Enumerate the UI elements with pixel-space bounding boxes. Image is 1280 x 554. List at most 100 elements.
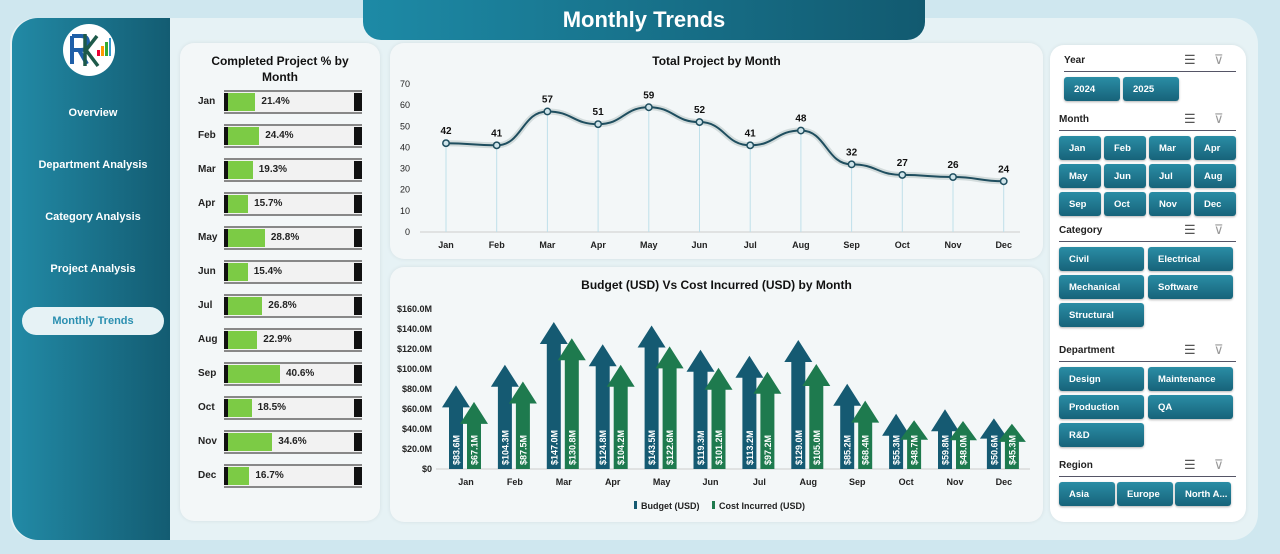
slicer-button[interactable]: Oct	[1104, 192, 1146, 216]
budget-arrow-bar	[686, 349, 715, 469]
budget-cost-panel: Budget (USD) Vs Cost Incurred (USD) by M…	[390, 267, 1043, 522]
slicer-button[interactable]: Feb	[1104, 136, 1146, 160]
y-tick-label: $40.0M	[402, 424, 432, 434]
clear-filter-icon[interactable]: ⊽	[1214, 52, 1224, 67]
slicer-button[interactable]: Sep	[1059, 192, 1101, 216]
slicer-button[interactable]: Maintenance	[1148, 367, 1233, 391]
data-label: 41	[491, 128, 503, 139]
slicer-button[interactable]: Production	[1059, 395, 1144, 419]
data-label: $67.1M	[470, 435, 480, 465]
slicer-button[interactable]: May	[1059, 164, 1101, 188]
progress-track: 24.4%	[224, 124, 362, 148]
slicer-button[interactable]: Jun	[1104, 164, 1146, 188]
y-tick-label: $120.0M	[397, 344, 432, 354]
data-label: 41	[745, 128, 757, 139]
percent-label: 28.8%	[270, 232, 300, 243]
slicer-button[interactable]: 2025	[1123, 77, 1179, 101]
completed-row: Aug 22.9%	[180, 328, 380, 352]
progress-track: 40.6%	[224, 362, 362, 386]
sidebar-item-monthly-trends[interactable]: Monthly Trends	[22, 307, 164, 335]
data-label: $55.3M	[892, 435, 902, 465]
clear-filter-icon[interactable]: ⊽	[1214, 222, 1224, 237]
x-tick-label: Jan	[458, 477, 474, 487]
y-tick-label: $0	[422, 464, 432, 474]
slicer-button[interactable]: Civil	[1059, 247, 1144, 271]
percent-label: 24.4%	[265, 130, 294, 141]
multi-select-icon[interactable]: ☰	[1184, 222, 1196, 237]
percent-label: 15.4%	[253, 266, 283, 277]
progress-track: 21.4%	[224, 90, 362, 114]
sidebar-item-overview[interactable]: Overview	[68, 107, 118, 119]
data-point	[746, 141, 755, 150]
y-tick-label: $80.0M	[402, 384, 432, 394]
sidebar-item-department-analysis[interactable]: Department Analysis	[38, 159, 148, 171]
percent-label: 40.6%	[285, 368, 315, 379]
x-tick-label: Apr	[590, 240, 606, 250]
slicer-button[interactable]: Jul	[1149, 164, 1191, 188]
percent-label: 15.7%	[254, 198, 283, 209]
completed-row: Dec 16.7%	[180, 464, 380, 488]
multi-select-icon[interactable]: ☰	[1184, 342, 1196, 357]
track-cap	[354, 467, 362, 485]
x-tick-label: Feb	[507, 477, 524, 487]
data-label: $50.6M	[989, 435, 999, 465]
month-label: Jun	[198, 266, 216, 277]
slicer-button[interactable]: Structural	[1059, 303, 1144, 327]
sidebar-item-project-analysis[interactable]: Project Analysis	[50, 263, 136, 275]
slicer-button[interactable]: Asia	[1059, 482, 1115, 506]
slicer-button[interactable]: Mar	[1149, 136, 1191, 160]
slicer-button[interactable]: R&D	[1059, 423, 1144, 447]
slicer-title-department: Department	[1059, 345, 1115, 356]
multi-select-icon[interactable]: ☰	[1184, 52, 1196, 67]
slicer-button[interactable]: North A...	[1175, 482, 1231, 506]
track-cap	[354, 433, 362, 451]
slicer-button[interactable]: Design	[1059, 367, 1144, 391]
slicer-button[interactable]: Nov	[1149, 192, 1191, 216]
x-tick-label: Mar	[539, 240, 556, 250]
completed-row: Jul 26.8%	[180, 294, 380, 318]
x-tick-label: Feb	[489, 240, 506, 250]
line-chart: 0 10 20 30 40 50 60 70 42 Jan 41 Feb 57 Mar 51 Apr 59 May…	[400, 79, 1020, 250]
data-point	[898, 170, 907, 179]
bar-chart-title: Budget (USD) Vs Cost Incurred (USD) by M…	[581, 278, 852, 292]
clear-filter-icon[interactable]: ⊽	[1214, 457, 1224, 472]
progress-fill	[228, 161, 253, 179]
x-tick-label: Jun	[691, 240, 707, 250]
data-point	[949, 173, 957, 181]
data-point	[442, 139, 450, 148]
slicer-button[interactable]: Europe	[1117, 482, 1173, 506]
month-label: Aug	[198, 334, 218, 345]
slicer-button[interactable]: Electrical	[1148, 247, 1233, 271]
percent-label: 16.7%	[255, 470, 284, 481]
slicer-button[interactable]: Mechanical	[1059, 275, 1144, 299]
sidebar-item-category-analysis[interactable]: Category Analysis	[45, 211, 141, 223]
slicer-button[interactable]: Software	[1148, 275, 1233, 299]
slicer-button[interactable]: Jan	[1059, 136, 1101, 160]
divider	[1064, 71, 1236, 72]
divider	[1059, 476, 1236, 477]
percent-label: 34.6%	[278, 436, 307, 447]
track-cap	[354, 399, 362, 417]
y-tick-label: 60	[400, 100, 410, 110]
month-label: May	[198, 232, 218, 243]
multi-select-icon[interactable]: ☰	[1184, 457, 1196, 472]
slicer-button[interactable]: QA	[1148, 395, 1233, 419]
progress-fill	[228, 399, 252, 417]
slicer-button[interactable]: Apr	[1194, 136, 1236, 160]
slicer-panel: Year ☰ ⊽ 2024 2025 Month ☰ ⊽ Jan Feb Mar Apr May Jun J…	[1050, 45, 1246, 522]
budget-arrow-bar	[784, 340, 813, 469]
clear-filter-icon[interactable]: ⊽	[1214, 111, 1224, 126]
data-label: 42	[440, 126, 452, 137]
data-label: $147.0M	[549, 430, 559, 465]
data-label: $87.5M	[518, 435, 528, 465]
month-label: Dec	[198, 470, 217, 481]
percent-label: 19.3%	[258, 164, 288, 175]
progress-track: 28.8%	[224, 226, 362, 250]
progress-fill	[228, 263, 248, 281]
data-label: 32	[846, 147, 858, 158]
clear-filter-icon[interactable]: ⊽	[1214, 342, 1224, 357]
slicer-button[interactable]: Aug	[1194, 164, 1236, 188]
multi-select-icon[interactable]: ☰	[1184, 111, 1196, 126]
slicer-button[interactable]: 2024	[1064, 77, 1120, 101]
slicer-button[interactable]: Dec	[1194, 192, 1236, 216]
